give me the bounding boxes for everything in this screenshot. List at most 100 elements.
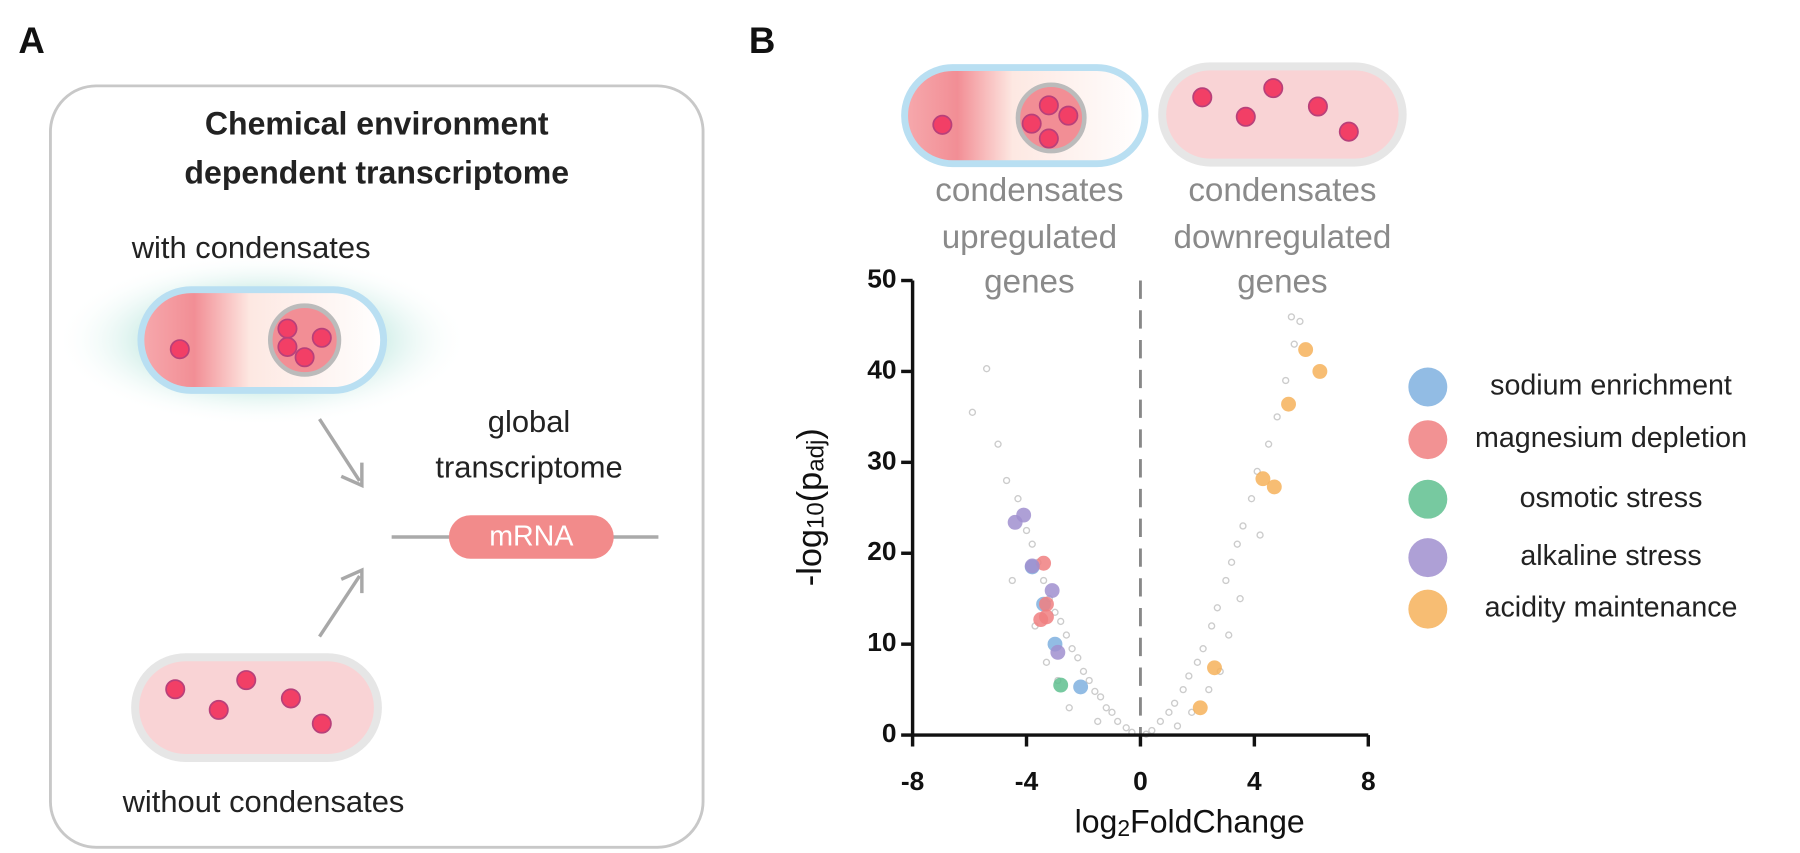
y-axis-label-part: ) [791,428,829,439]
y-tick-label: 0 [882,718,897,748]
background-point [1213,604,1222,612]
background-point [1122,724,1130,732]
data-point [1192,700,1208,716]
condensate [1015,82,1087,154]
y-tick-label: 40 [867,354,896,384]
background-point [1179,685,1187,694]
mrna-label: mRNA [489,521,574,553]
y-axis-label-part: -log [791,529,829,586]
background-point [1236,595,1244,603]
data-point [1039,596,1054,612]
data-point [1298,342,1314,358]
background-point [1170,699,1179,707]
background-point [1094,717,1102,726]
background-point [1185,672,1193,680]
background-point [1065,704,1073,712]
data-point [1036,555,1052,571]
label: downregulated [1174,219,1392,256]
background-point [1057,617,1065,626]
background-point [1296,317,1304,326]
data-point [1007,514,1023,530]
background-point [1165,708,1173,717]
x-axis-label-sub: 2 [1117,815,1130,841]
data-point [1024,558,1040,574]
x-tick-label: -8 [901,766,924,796]
mrna-box [448,515,614,559]
data-point [1050,644,1066,660]
background-point [1102,704,1110,712]
background-point [1193,658,1202,667]
label: condensates [1188,172,1376,209]
panel-letter: B [749,20,775,61]
data-point [1266,479,1282,495]
cell-without-condensates [1158,62,1407,167]
background-point [1222,576,1230,585]
label: transcriptome [435,450,622,485]
data-point [1281,396,1296,412]
background-point [1207,622,1216,630]
background-point [1079,667,1088,676]
plot: -8 -4 0 4 8 0 10 20 30 40 50 sodium enrichment magne… [867,263,1747,796]
background-point [1287,313,1296,321]
background-point [994,440,1002,448]
molecules [165,670,332,734]
legend-label: osmotic stress [1520,482,1703,514]
data-point [1053,677,1069,693]
background-point [1233,540,1241,548]
molecules [1192,78,1359,142]
x-axis-label-part: log [1075,804,1118,840]
background-point [1096,693,1105,701]
background-point [1256,531,1264,539]
y-axis-label-sub: 10 [803,502,830,529]
background-point [1074,654,1082,662]
background-point [1264,440,1273,448]
background-point [1205,685,1213,694]
background-point [1282,376,1290,385]
background-point [1113,717,1122,726]
y-axis-label-sub: adj [803,440,830,472]
y-tick-label: 20 [867,536,896,566]
legend-marker [1408,420,1448,460]
molecules [932,95,1079,149]
data-point [1073,679,1089,695]
legend-marker [1408,589,1448,629]
legend-label: acidity maintenance [1485,592,1738,624]
legend-marker [1408,479,1448,519]
y-tick-label: 30 [867,445,896,475]
background-point [1039,576,1048,585]
panel-title: Chemical environment [205,105,549,141]
background-point [1247,495,1256,503]
background-point [1022,526,1031,535]
x-axis-label-part: FoldChange [1130,804,1305,840]
cell-without-condensates [131,653,382,762]
data-point [1044,583,1060,598]
molecules [169,318,332,368]
y-tick-label: 50 [867,263,896,293]
label: upregulated [942,219,1117,256]
background-point [1227,558,1236,567]
background-point [968,408,977,417]
x-axis-label: log2FoldChange [1075,804,1305,841]
label: genes [1237,264,1327,301]
background-point [1062,631,1071,639]
x-tick-label: 8 [1361,766,1376,796]
legend-label: sodium enrichment [1490,370,1732,402]
arrows [318,418,364,638]
background-point [1239,522,1247,530]
background-point [1148,726,1156,735]
x-tick-label: 4 [1247,766,1262,796]
label: without condensates [122,784,405,819]
background-point [1225,631,1233,639]
background-point [1028,540,1036,548]
legend-marker [1408,538,1448,578]
y-axis-label: -log10(padj) [791,428,830,586]
panel-title: dependent transcriptome [184,155,569,191]
background-point [1042,658,1051,667]
background-point [1091,687,1099,696]
background-point [1290,340,1298,348]
background-point [1014,495,1022,503]
y-tick-label: 10 [867,627,896,657]
legend-label: magnesium depletion [1475,422,1747,454]
legend-label: alkaline stress [1520,540,1701,572]
